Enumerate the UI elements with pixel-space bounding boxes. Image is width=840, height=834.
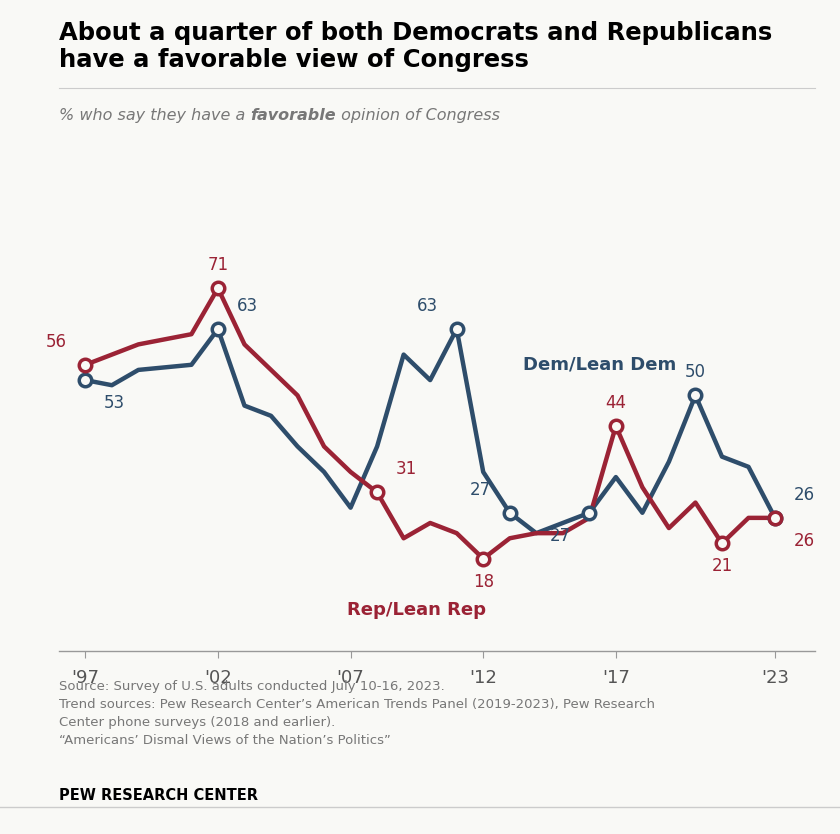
Text: 27: 27	[470, 481, 491, 499]
Text: PEW RESEARCH CENTER: PEW RESEARCH CENTER	[59, 788, 258, 803]
Text: favorable: favorable	[250, 108, 336, 123]
Text: 63: 63	[237, 297, 258, 315]
Text: 50: 50	[685, 364, 706, 381]
Text: 21: 21	[711, 557, 732, 575]
Text: Source: Survey of U.S. adults conducted July 10-16, 2023.
Trend sources: Pew Res: Source: Survey of U.S. adults conducted …	[59, 680, 655, 746]
Text: % who say they have a: % who say they have a	[59, 108, 250, 123]
Text: 63: 63	[417, 297, 438, 315]
Text: 26: 26	[794, 532, 815, 550]
Text: 18: 18	[473, 573, 494, 590]
Text: 27: 27	[549, 527, 570, 545]
Text: 44: 44	[606, 394, 627, 412]
Text: 26: 26	[794, 486, 815, 504]
Text: have a favorable view of Congress: have a favorable view of Congress	[59, 48, 528, 73]
Text: About a quarter of both Democrats and Republicans: About a quarter of both Democrats and Re…	[59, 21, 772, 45]
Text: 71: 71	[207, 256, 228, 274]
Text: 53: 53	[104, 394, 125, 412]
Text: opinion of Congress: opinion of Congress	[336, 108, 500, 123]
Text: Rep/Lean Rep: Rep/Lean Rep	[348, 600, 486, 619]
Text: 31: 31	[396, 460, 417, 479]
Text: 56: 56	[45, 333, 66, 351]
Text: Dem/Lean Dem: Dem/Lean Dem	[523, 356, 676, 374]
